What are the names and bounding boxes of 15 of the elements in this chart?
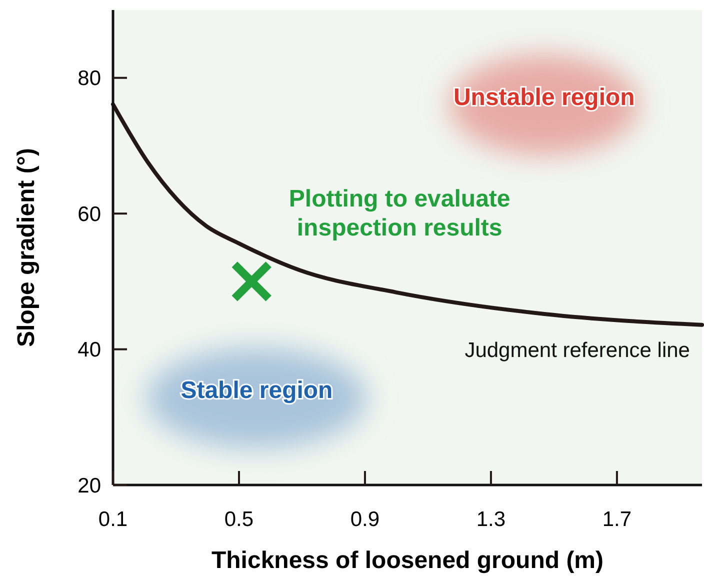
x-tick-label: 0.9 [350,508,380,531]
x-tick-label: 0.5 [224,508,254,531]
annotation: Unstable region [453,84,635,111]
series-label: Judgment reference line [464,338,690,362]
x-tick-label: 1.3 [476,508,506,531]
x-tick-label: 1.7 [602,508,632,531]
y-tick-label: 60 [78,202,101,226]
y-tick-label: 40 [78,338,101,362]
y-tick-label: 20 [78,474,101,498]
y-axis-title: Slope gradient (°) [13,148,40,347]
text: Plotting to evaluate inspection results [288,185,510,242]
y-tick-label: 80 [78,67,101,90]
x-axis-title: Thickness of loosened ground (m) [211,547,604,574]
annotation: Stable region [180,377,333,404]
x-tick-label: 0.1 [98,508,128,531]
